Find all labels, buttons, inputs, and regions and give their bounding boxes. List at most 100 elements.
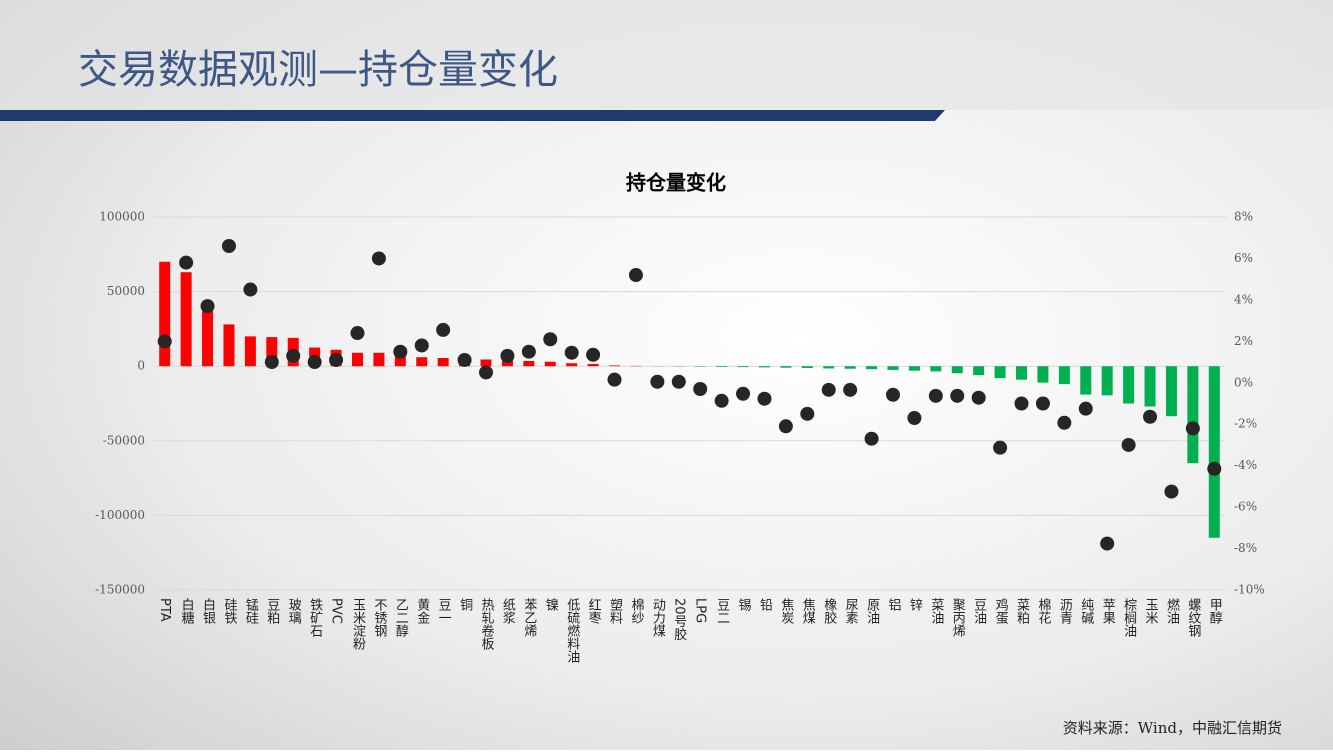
bar: [887, 366, 898, 370]
bar: [780, 366, 791, 367]
point: [929, 389, 943, 403]
bar: [481, 359, 492, 366]
y2-tick-label: -6%: [1234, 500, 1257, 514]
y-tick-label: -150000: [95, 583, 145, 597]
bar: [1209, 366, 1220, 538]
x-tick-label: PVC: [329, 598, 344, 624]
x-tick-label: 燃油: [1164, 597, 1180, 624]
x-tick-label: 20号胶: [671, 598, 687, 642]
x-tick-label: 苯乙烯: [521, 598, 537, 637]
point: [779, 419, 793, 433]
point: [1207, 462, 1221, 476]
point: [822, 383, 836, 397]
x-tick-label: 白糖: [179, 597, 195, 625]
source-note: 资料来源：Wind，中融汇信期货: [1063, 719, 1282, 737]
bar: [545, 362, 556, 366]
point: [329, 353, 343, 367]
bar: [716, 366, 727, 367]
x-tick-label: 铁矿石: [307, 598, 323, 637]
point: [650, 375, 664, 389]
point: [1143, 410, 1157, 424]
point: [757, 392, 771, 406]
point: [693, 382, 707, 396]
point: [436, 323, 450, 337]
bar: [1102, 366, 1113, 395]
y2-tick-label: -4%: [1234, 458, 1257, 472]
bar: [438, 358, 449, 366]
x-tick-label: 豆二: [714, 598, 730, 624]
bar: [909, 366, 920, 370]
y-tick-label: -100000: [95, 508, 145, 522]
bar: [202, 311, 213, 366]
x-tick-label: 白银: [200, 597, 216, 624]
bar: [952, 366, 963, 373]
point: [1186, 421, 1200, 435]
x-tick-label: 黄金: [414, 598, 430, 624]
x-tick-label: 锰硅: [243, 598, 259, 624]
bar: [588, 364, 599, 366]
x-tick-label: 棉花: [1035, 598, 1051, 625]
point: [543, 332, 557, 346]
x-tick-label: LPG: [693, 598, 708, 623]
point: [500, 349, 514, 363]
bar: [1187, 366, 1198, 463]
point: [243, 283, 257, 297]
bar: [245, 336, 256, 366]
bar: [1123, 366, 1134, 403]
bar: [373, 353, 384, 366]
point: [993, 441, 1007, 455]
point: [1036, 397, 1050, 411]
x-tick-label: 螺纹钢: [1185, 598, 1201, 638]
bar: [159, 262, 170, 366]
x-tick-label: 焦煤: [800, 598, 816, 624]
bar: [973, 366, 984, 375]
x-tick-label: 豆粕: [264, 598, 280, 624]
point: [907, 411, 921, 425]
x-tick-label: 鸡蛋: [993, 597, 1009, 625]
y2-tick-label: 6%: [1234, 251, 1253, 265]
bar: [1059, 366, 1070, 384]
x-tick-label: 乙二醇: [393, 598, 409, 637]
point: [372, 251, 386, 265]
x-tick-label: 豆一: [436, 598, 452, 624]
bar: [759, 366, 770, 367]
point: [308, 355, 322, 369]
bar: [1080, 366, 1091, 394]
y2-tick-label: -8%: [1234, 541, 1257, 555]
point: [865, 432, 879, 446]
x-tick-label: 锌: [907, 598, 923, 611]
page-title: 交易数据观测—持仓量变化: [78, 47, 558, 93]
x-tick-label: 棉纱: [628, 598, 644, 624]
point: [179, 256, 193, 270]
point: [158, 334, 172, 348]
x-tick-label: 玉米: [1143, 598, 1159, 624]
bar: [802, 366, 813, 368]
y2-tick-label: -10%: [1234, 583, 1265, 597]
chart-title: 持仓量变化: [626, 171, 726, 195]
point: [458, 353, 472, 367]
point: [886, 388, 900, 402]
bar: [181, 272, 192, 366]
point: [1122, 438, 1136, 452]
point: [672, 375, 686, 389]
point: [1057, 416, 1071, 430]
y2-tick-label: 0%: [1234, 375, 1253, 389]
point: [1015, 397, 1029, 411]
point: [222, 239, 236, 253]
bar: [738, 366, 749, 367]
bar: [1166, 366, 1177, 416]
x-tick-label: 不锈钢: [371, 598, 387, 638]
point: [800, 407, 814, 421]
bar: [995, 366, 1006, 378]
point: [950, 389, 964, 403]
bar: [1016, 366, 1027, 379]
bar: [223, 324, 234, 366]
x-tick-label: 聚丙烯: [950, 598, 966, 637]
x-tick-label: 热轧卷板: [479, 598, 495, 651]
x-tick-label: 锡: [736, 598, 752, 611]
x-tick-label: 菜粕: [1014, 598, 1030, 624]
bar: [1145, 366, 1156, 406]
y2-tick-label: 4%: [1234, 292, 1253, 306]
x-tick-label: 玻璃: [286, 598, 302, 624]
